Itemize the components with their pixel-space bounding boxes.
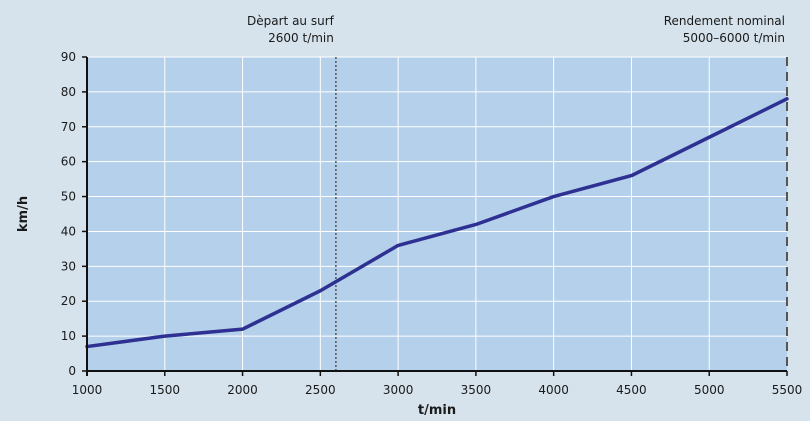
y-tick-label: 20 [61,294,76,308]
x-tick-label: 4000 [538,383,569,397]
x-tick-label: 5000 [694,383,725,397]
y-tick-label: 80 [61,85,76,99]
x-tick-label: 3500 [461,383,492,397]
y-tick-label: 0 [68,364,76,378]
y-tick-label: 90 [61,50,76,64]
data-point [630,174,633,177]
x-tick-label: 2500 [305,383,336,397]
y-tick-label: 30 [61,259,76,273]
annotation-label: 2600 t/min [268,31,334,45]
data-point [785,97,789,101]
y-axis-title: km/h [16,196,31,232]
y-tick-label: 60 [61,155,76,169]
annotation-labels: Dèpart au surf 2600 t/min Rendement nomina… [247,14,785,45]
data-point [708,136,711,139]
data-point [319,289,322,292]
data-point [241,327,244,331]
tick-labels: 0 10 20 30 40 50 60 70 80 90 1000 1500 2000 2500 3000 3… [61,50,803,397]
annotation-label: 5000–6000 t/min [683,31,785,45]
x-tick-label: 2000 [227,383,258,397]
y-tick-label: 70 [61,120,76,134]
y-tick-label: 50 [61,190,76,204]
axes [82,56,788,376]
y-tick-label: 10 [61,329,76,343]
x-tick-label: 3000 [383,383,414,397]
plot-area [87,57,787,371]
x-axis-title: t/min [418,403,456,418]
x-tick-label: 1500 [150,383,181,397]
y-tick-label: 40 [61,224,76,238]
annotation-label: Rendement nominal [664,14,785,28]
x-tick-label: 4500 [616,383,647,397]
x-tick-label: 1000 [72,383,103,397]
data-point [552,195,555,198]
series-group [85,97,789,349]
annotation-label: Dèpart au surf [247,14,335,28]
gridlines [87,56,787,371]
data-point [474,223,478,226]
data-point [163,334,166,338]
data-point [396,244,400,247]
series-line [85,97,789,349]
x-tick-label: 5500 [772,383,803,397]
annotation-lines [335,57,788,371]
